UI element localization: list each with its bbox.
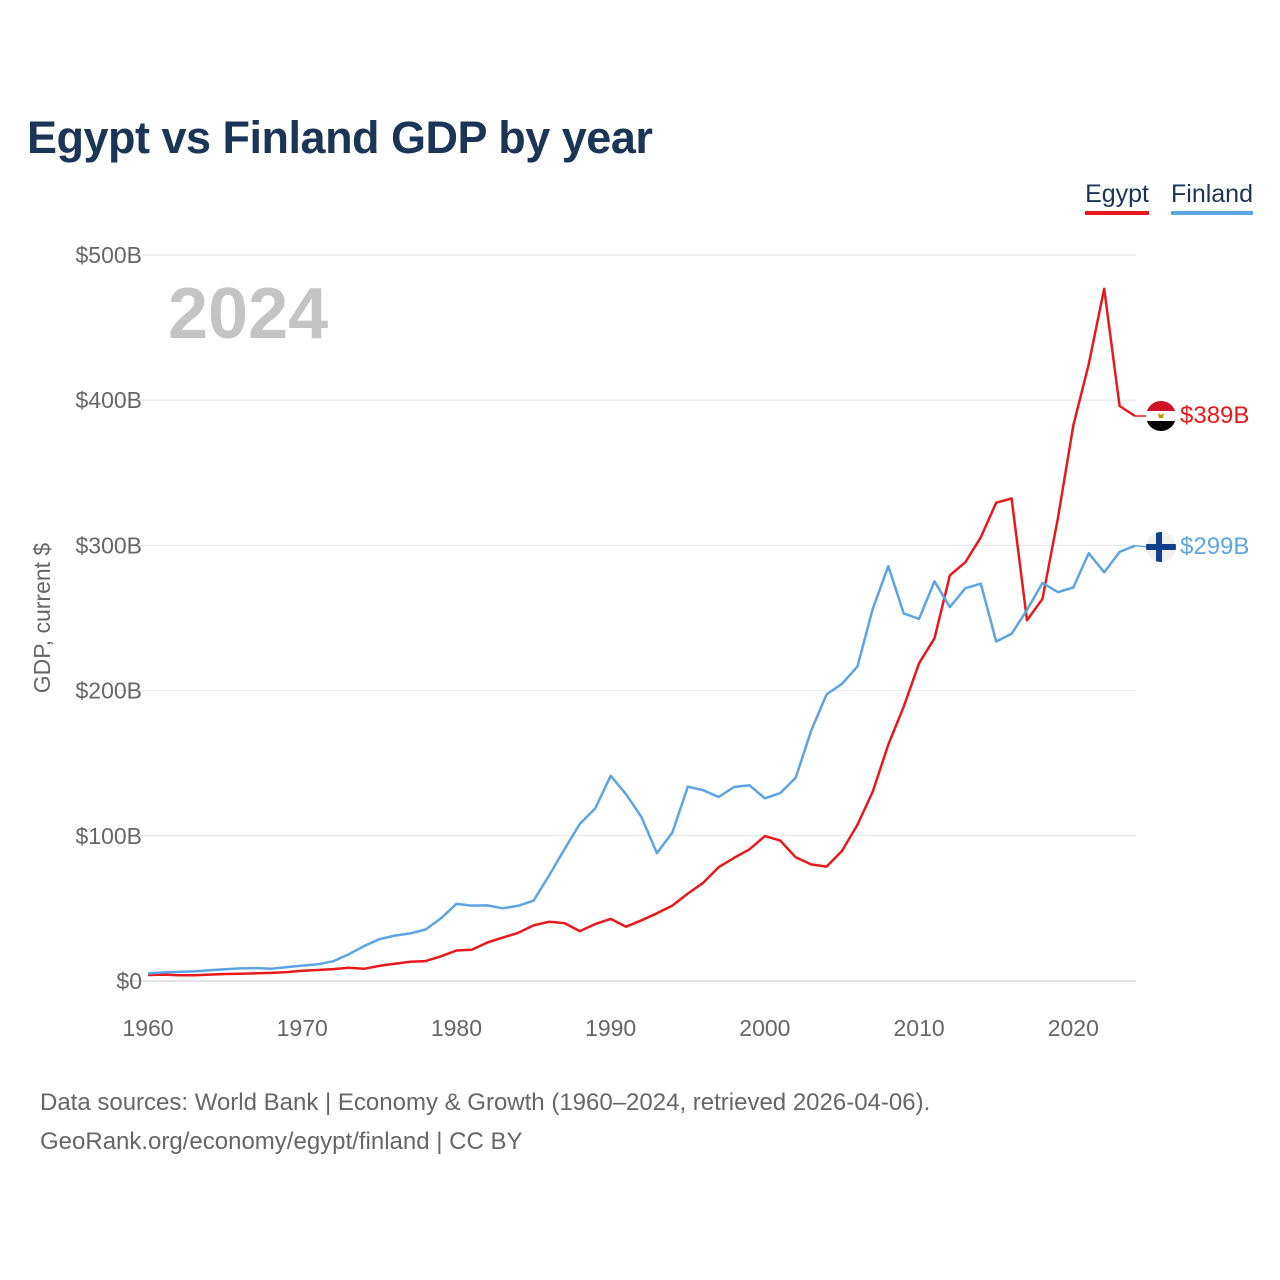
- y-tick-label: $500B: [75, 242, 142, 268]
- y-tick-label: $200B: [75, 678, 142, 704]
- series-line-egypt[interactable]: [147, 287, 1136, 977]
- chart-footer: Data sources: World Bank | Economy & Gro…: [40, 1083, 930, 1161]
- chart-title: Egypt vs Finland GDP by year: [27, 112, 653, 163]
- x-tick-label: 1970: [277, 1015, 328, 1041]
- x-tick-label: 1990: [585, 1015, 636, 1041]
- x-tick-label: 1960: [122, 1015, 173, 1041]
- data-source-text: Data sources: World Bank | Economy & Gro…: [40, 1089, 931, 1116]
- y-tick-label: $400B: [75, 387, 142, 413]
- end-value-label-egypt: $389B: [1180, 402, 1249, 429]
- credit-link[interactable]: GeoRank.org/economy/egypt/finland | CC B…: [40, 1128, 523, 1155]
- finland-flag-icon: [1146, 532, 1176, 562]
- y-tick-label: $100B: [75, 823, 142, 849]
- legend-item-finland[interactable]: Finland: [1171, 180, 1253, 215]
- egypt-flag-icon: [1146, 401, 1176, 431]
- y-axis-label: GDP, current $: [29, 543, 55, 694]
- x-tick-label: 2010: [894, 1015, 945, 1041]
- y-tick-label: $0: [116, 968, 142, 994]
- y-tick-label: $300B: [75, 532, 142, 558]
- year-watermark: 2024: [168, 274, 328, 354]
- legend-item-egypt[interactable]: Egypt: [1085, 180, 1149, 215]
- series-line-finland[interactable]: [147, 544, 1136, 975]
- chart-legend: Egypt Finland: [1085, 180, 1253, 215]
- x-tick-label: 1980: [431, 1015, 482, 1041]
- x-tick-label: 2000: [739, 1015, 790, 1041]
- x-tick-label: 2020: [1048, 1015, 1099, 1041]
- end-value-label-finland: $299B: [1180, 533, 1249, 560]
